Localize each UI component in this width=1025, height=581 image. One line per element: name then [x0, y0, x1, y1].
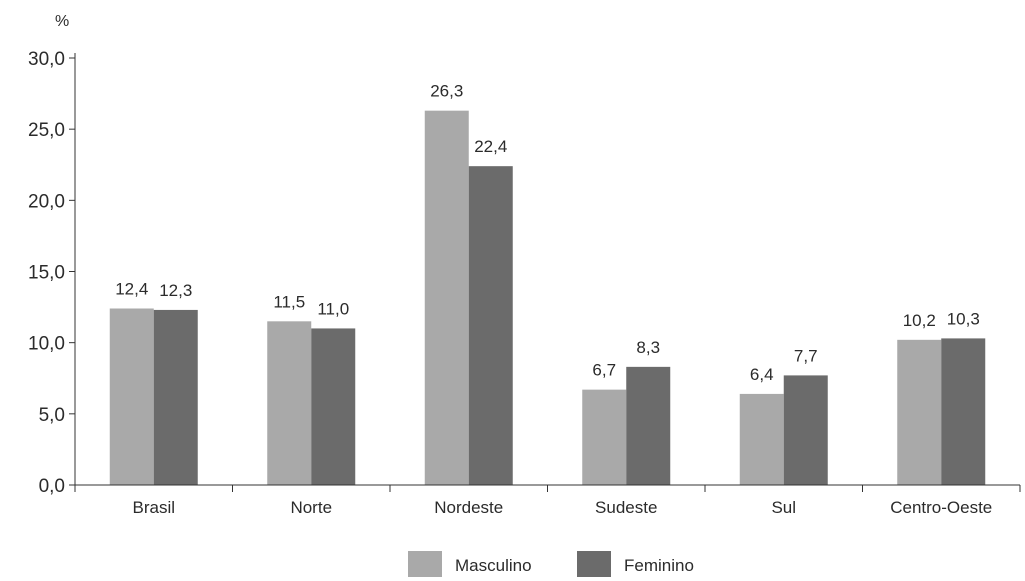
data-label: 11,5 — [273, 292, 305, 311]
x-category-label: Sul — [771, 498, 796, 517]
bars — [109, 110, 986, 485]
data-labels: 12,4 12,3 11,5 11,0 26,3 22,4 6,7 8,3 6,4 7,7 10,2… — [115, 82, 980, 384]
bar-masculino — [582, 389, 627, 485]
x-axis: Brasil Norte Nordeste Sudeste Sul Centro-Oest… — [74, 484, 1021, 517]
legend: Masculino Feminino — [408, 551, 694, 577]
y-tick-label: 10,0 — [28, 334, 65, 355]
y-tick-label: 15,0 — [28, 263, 65, 284]
legend-swatch-masculino — [408, 551, 442, 577]
y-tick-label: 0,0 — [39, 476, 65, 497]
bar-feminino — [468, 166, 513, 485]
data-label: 6,7 — [592, 361, 616, 380]
data-label: 12,4 — [115, 280, 148, 299]
x-category-label: Nordeste — [434, 498, 503, 517]
data-label: 10,3 — [947, 309, 980, 328]
x-category-label: Brasil — [132, 498, 175, 517]
data-label: 7,7 — [794, 346, 818, 365]
bar-masculino — [424, 110, 469, 485]
bar-masculino — [739, 393, 784, 485]
data-label: 6,4 — [750, 365, 774, 384]
bar-feminino — [941, 338, 986, 485]
data-label: 22,4 — [474, 137, 507, 156]
legend-label: Feminino — [624, 556, 694, 575]
x-category-label: Centro-Oeste — [890, 498, 992, 517]
bar-feminino — [153, 309, 198, 485]
bar-masculino — [267, 321, 312, 485]
y-tick-label: 5,0 — [39, 405, 65, 426]
y-tick-label: 25,0 — [28, 120, 65, 141]
y-axis: 0,0 5,0 10,0 15,0 20,0 25,0 30,0 — [28, 49, 76, 497]
legend-label: Masculino — [455, 556, 532, 575]
y-tick-label: 30,0 — [28, 49, 65, 70]
x-category-label: Sudeste — [595, 498, 657, 517]
bar-feminino — [626, 366, 671, 485]
data-label: 12,3 — [159, 281, 192, 300]
bar-masculino — [109, 308, 154, 485]
data-label: 8,3 — [636, 338, 660, 357]
bar-masculino — [897, 339, 942, 485]
y-tick-label: 20,0 — [28, 191, 65, 212]
x-category-label: Norte — [290, 498, 332, 517]
bar-feminino — [783, 375, 828, 485]
legend-swatch-feminino — [577, 551, 611, 577]
data-label: 10,2 — [903, 311, 936, 330]
data-label: 11,0 — [317, 299, 349, 318]
data-label: 26,3 — [430, 82, 463, 101]
y-axis-unit-label: % — [55, 13, 69, 30]
bar-feminino — [311, 328, 356, 485]
